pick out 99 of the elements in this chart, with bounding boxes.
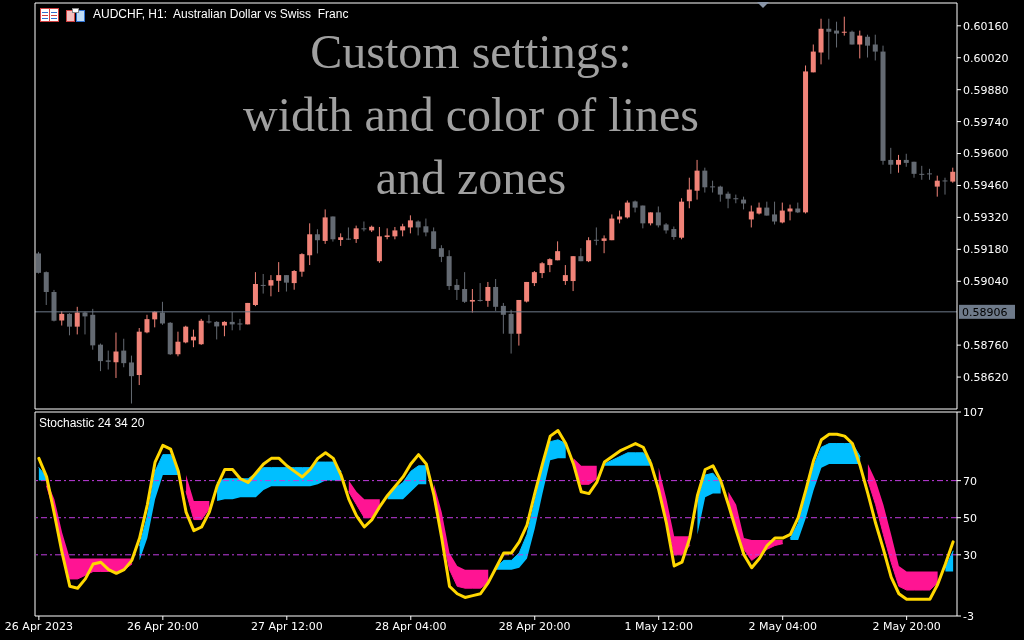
candlestick [834, 21, 840, 48]
candlestick [927, 168, 933, 181]
candlestick [252, 271, 258, 307]
candlestick [888, 147, 894, 175]
candlestick [276, 261, 282, 293]
candlestick [578, 247, 584, 262]
y-tick-label: 0.58620 [963, 370, 1009, 384]
candlestick [330, 215, 336, 243]
candlestick [663, 222, 669, 235]
candlestick [702, 167, 708, 194]
candlestick [818, 18, 824, 65]
y-tick-label: 0.59040 [963, 275, 1009, 289]
x-tick-label: 28 Apr 20:00 [498, 619, 571, 633]
chart-title: AUDCHF, H1: Australian Dollar vs Swiss Franc [93, 7, 349, 21]
candlestick [810, 44, 816, 73]
y-tick-label: 30 [963, 548, 977, 562]
candlestick [477, 282, 483, 303]
candlestick [725, 191, 731, 209]
candlestick [268, 274, 274, 297]
y-tick-label: 0.60020 [963, 51, 1009, 65]
candlestick [872, 34, 878, 61]
candlestick [105, 350, 111, 371]
candlestick [291, 269, 297, 291]
candlestick [485, 281, 491, 308]
y-tick-label: 0.59460 [963, 179, 1009, 193]
y-tick-label: 0.60160 [963, 19, 1009, 33]
candlestick [407, 214, 413, 234]
candlestick [772, 201, 778, 225]
candlestick [748, 205, 754, 228]
y-tick-label: 0.59600 [963, 147, 1009, 161]
candlestick [586, 236, 592, 263]
ref-line-label: 0.58906 [962, 305, 1008, 319]
candlestick [423, 218, 429, 237]
candlestick [206, 314, 212, 324]
chart-title: Stochastic 24 34 20 [39, 416, 145, 430]
candlestick [826, 18, 832, 61]
candlestick [198, 318, 204, 346]
y-tick-label: 0.59880 [963, 83, 1009, 97]
x-tick-label: 1 May 12:00 [624, 619, 693, 633]
x-tick-label: 2 May 04:00 [748, 619, 817, 633]
y-tick-label: 107 [963, 405, 984, 419]
candlestick [159, 301, 165, 326]
candlestick [624, 200, 630, 220]
x-tick-label: 2 May 20:00 [872, 619, 941, 633]
candlestick [237, 318, 243, 331]
candlestick [593, 226, 599, 246]
candlestick [97, 343, 103, 372]
candlestick [919, 165, 925, 181]
y-tick-label: 0.59180 [963, 243, 1009, 257]
candlestick [469, 288, 475, 314]
x-tick-label: 26 Apr 20:00 [126, 619, 199, 633]
candlestick [655, 205, 661, 228]
x-tick-label: 26 Apr 2023 [4, 619, 73, 633]
candlestick [454, 278, 460, 301]
candlestick [694, 159, 700, 201]
candlestick [547, 257, 553, 273]
candlestick [36, 251, 41, 275]
candlestick [934, 175, 940, 198]
candlestick [299, 252, 305, 278]
y-tick-label: 0.58760 [963, 339, 1009, 353]
candlestick [857, 30, 863, 59]
candlestick [493, 278, 499, 312]
candlestick [345, 226, 351, 241]
candlestick [865, 34, 871, 59]
candlestick [307, 222, 313, 266]
y-tick-label: -3 [963, 609, 974, 623]
y-tick-label: 0.59320 [963, 211, 1009, 225]
annotation: Custom settings: width and color of lines and zones [242, 24, 700, 206]
x-tick-label: 28 Apr 04:00 [374, 619, 447, 633]
candlestick [462, 271, 468, 304]
candlestick [686, 177, 692, 209]
x-tick-label: 27 Apr 12:00 [250, 619, 323, 633]
candlestick [841, 16, 847, 37]
candlestick [431, 226, 437, 250]
candlestick [562, 264, 568, 286]
y-tick-label: 0.59740 [963, 115, 1009, 129]
candlestick [779, 202, 785, 224]
y-tick-label: 50 [963, 511, 977, 525]
candlestick [74, 306, 80, 335]
candlestick [361, 221, 367, 232]
candlestick [601, 234, 607, 254]
candlestick [144, 314, 150, 334]
candlestick [942, 177, 948, 196]
candlestick [175, 331, 181, 357]
candlestick [113, 332, 119, 379]
candlestick [322, 208, 328, 245]
candlestick [66, 312, 72, 336]
line-series [37, 429, 955, 601]
candlestick [43, 270, 49, 306]
candlestick [392, 226, 398, 240]
candlestick [508, 309, 514, 355]
candlestick [500, 302, 506, 335]
candlestick [710, 180, 716, 194]
candlestick [260, 273, 266, 295]
candlestick [121, 338, 127, 368]
y-tick-label: 70 [963, 474, 977, 488]
candlestick [314, 228, 320, 254]
candlestick [128, 355, 134, 405]
candlestick [609, 213, 615, 241]
